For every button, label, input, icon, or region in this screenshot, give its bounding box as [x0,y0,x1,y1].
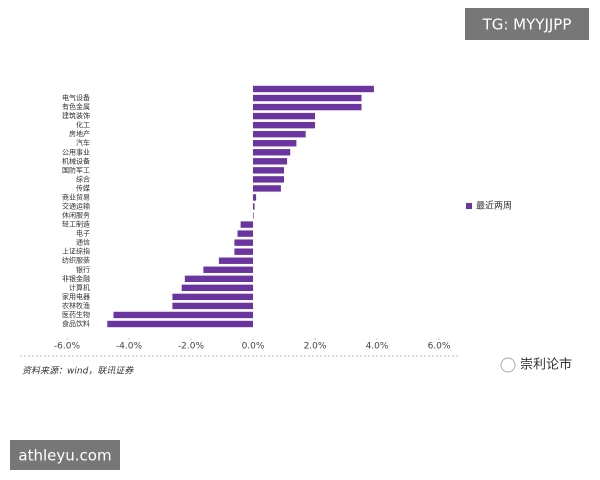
bar [172,302,253,310]
legend-label: 最近两周 [476,200,512,212]
x-tick-label: 2.0% [304,342,327,352]
overlay-text: athleyu.com [18,447,111,465]
x-tick-label: -4.0% [116,342,143,352]
x-tick-label: -2.0% [178,342,205,352]
bar [253,121,315,129]
y-tick-label: 非银金融 [62,274,90,283]
y-tick-label: 电气设备 [62,93,90,102]
bar [218,257,253,264]
y-tick-label: 纺织服装 [62,256,90,265]
bar [107,320,253,328]
source-note: 资料来源：wind，联讯证券 [22,366,134,377]
bar [253,185,281,192]
overlay-box [10,440,120,470]
bar [172,293,253,301]
bar [253,112,315,120]
watermark: 崇利论市 [520,357,572,373]
bar [253,167,284,174]
y-tick-label: 家用电器 [62,292,90,301]
y-tick-label: 医药生物 [62,310,90,319]
y-tick-label: 休闲服务 [62,211,90,220]
bar [253,203,255,210]
y-tick-label: 上证综指 [62,247,90,256]
y-tick-label: 交通运输 [62,202,90,211]
y-tick-label: 商业贸易 [62,192,90,201]
y-tick-label: 建筑装饰 [62,111,90,120]
y-tick-label: 公用事业 [62,147,90,156]
y-tick-label: 机械设备 [62,156,90,165]
bar [253,158,288,165]
x-tick-label: 0.0% [242,342,265,352]
y-tick-label: 综合 [76,174,90,183]
watermark-icon [500,357,516,373]
y-tick-label: 有色金属 [62,102,90,111]
y-tick-label: 食品饮料 [62,319,90,328]
bar [240,221,253,228]
bar [253,103,362,111]
y-tick-label: 通信 [76,238,90,247]
bar [234,248,253,255]
bar [234,239,253,246]
y-tick-label: 房地产 [69,129,90,138]
bar [253,94,362,102]
bar [184,275,253,283]
overlay-text: TG: MYYJJPP [482,16,572,34]
y-tick-label: 化工 [76,120,90,129]
bar [181,284,253,292]
bar [253,130,306,138]
overlay-box [465,8,589,40]
legend-swatch [466,203,472,209]
y-tick-label: 农林牧渔 [62,301,90,310]
bar [253,149,291,156]
y-tick-label: 银行 [76,265,90,274]
bar [237,230,253,237]
y-tick-label: 电子 [76,229,90,238]
bar [113,311,253,319]
y-tick-label: 汽车 [76,138,90,147]
x-tick-label: -6.0% [54,342,81,352]
bar [203,266,253,273]
bar [253,212,254,219]
x-tick-label: 6.0% [428,342,451,352]
bar [253,194,257,201]
x-tick-label: 4.0% [366,342,389,352]
bar [253,176,284,183]
y-tick-label: 传媒 [76,183,90,192]
y-tick-label: 计算机 [69,283,90,292]
y-tick-label: 轻工制造 [62,220,90,229]
bar [253,140,297,147]
y-tick-label: 国防军工 [62,165,90,174]
bar [253,85,374,93]
